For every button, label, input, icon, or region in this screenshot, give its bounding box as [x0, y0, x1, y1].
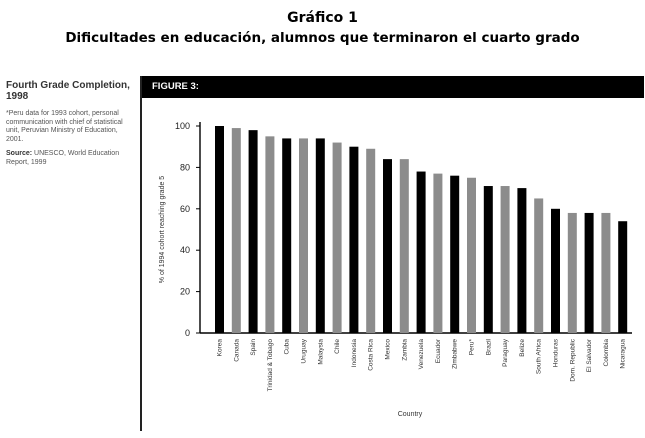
- x-tick-label: Colombia: [603, 339, 610, 367]
- bar: [349, 146, 359, 333]
- x-tick-label: Korea: [217, 339, 224, 357]
- x-tick-label: Chile: [334, 339, 341, 354]
- x-tick-label: Dom. Republic: [569, 338, 576, 381]
- x-tick-label: Uruguay: [301, 338, 308, 363]
- bar: [601, 212, 611, 333]
- bar: [483, 186, 493, 333]
- x-tick-label: Trinidad & Tobago: [267, 339, 274, 392]
- x-tick-label: Belize: [519, 339, 526, 357]
- x-tick-label: Canada: [233, 339, 240, 362]
- bar: [433, 173, 443, 333]
- sidebar-source-label: Source:: [6, 150, 33, 157]
- x-tick-label: Nicaragua: [620, 339, 627, 369]
- y-tick-label: 80: [180, 162, 190, 172]
- sidebar-title: Fourth Grade Completion, 1998: [6, 80, 130, 102]
- bar: [618, 221, 628, 333]
- bar: [500, 186, 510, 333]
- figure-title: Dificultades en educación, alumnos que t…: [65, 30, 580, 46]
- x-tick-label: Costa Rica: [368, 339, 375, 371]
- bar: [383, 159, 392, 333]
- x-tick-label: Spain: [250, 339, 257, 356]
- figure-number: Gráfico 1: [287, 10, 358, 26]
- x-tick-label: Paraguay: [502, 338, 509, 367]
- bar: [265, 136, 275, 333]
- bar: [248, 130, 258, 333]
- bar: [399, 159, 409, 333]
- x-tick-label: Brazil: [485, 338, 492, 355]
- x-tick-label: Zimbabwe: [452, 339, 459, 369]
- x-axis-title: Country: [398, 411, 423, 418]
- bar: [567, 212, 577, 333]
- bar-chart: 0 20 40 60 80 100 Korea Canada Spain Trinidad & T…: [159, 121, 632, 418]
- bar: [231, 128, 241, 333]
- figure-banner: FIGURE 3:: [152, 81, 199, 92]
- bar: [282, 138, 292, 333]
- y-tick-label: 20: [180, 287, 190, 297]
- y-tick-label: 0: [185, 328, 190, 338]
- bar: [551, 208, 560, 333]
- bar: [416, 171, 426, 333]
- x-tick-label: Malaysia: [317, 339, 324, 365]
- x-tick-label: Peru*: [469, 339, 476, 356]
- y-tick-label: 40: [180, 245, 190, 255]
- bar: [517, 188, 527, 333]
- figure-banner-bar: [142, 76, 644, 98]
- sidebar-note: *Peru data for 1993 cohort, personal com…: [6, 110, 123, 143]
- x-tick-label: Venezuela: [418, 339, 425, 370]
- sidebar-source: Source: UNESCO, World Education Report, …: [6, 150, 134, 167]
- bar: [584, 212, 594, 333]
- bar: [450, 175, 460, 333]
- bar: [315, 138, 325, 333]
- bar: [467, 177, 476, 333]
- x-tick-label: Cuba: [284, 339, 291, 355]
- sidebar-source-text: UNESCO, World Education Report, 1999: [6, 150, 120, 166]
- bar: [366, 148, 376, 333]
- figure-header: Gráfico 1 Dificultades en educación, alu…: [0, 8, 645, 48]
- x-tick-label: El Salvador: [586, 338, 593, 372]
- bar: [534, 198, 544, 333]
- x-tick-label: Zambia: [401, 339, 408, 361]
- y-axis-title: % of 1994 cohort reaching grade 5: [159, 176, 166, 284]
- bar: [299, 138, 308, 333]
- y-tick-label: 60: [180, 204, 190, 214]
- bar: [215, 126, 224, 333]
- x-tick-label: South Africa: [536, 339, 543, 374]
- chart-frame: FIGURE 3: 0 20 40 60 80 100 Korea Canada Spain Tr…: [140, 76, 644, 431]
- bar: [332, 142, 342, 333]
- x-tick-label: Honduras: [553, 338, 560, 367]
- x-tick-label: Mexico: [385, 339, 392, 360]
- x-tick-label: Indonesia: [351, 339, 358, 368]
- y-tick-label: 100: [175, 121, 190, 131]
- sidebar: Fourth Grade Completion, 1998 *Peru data…: [6, 80, 134, 167]
- x-tick-label: Ecuador: [435, 338, 442, 363]
